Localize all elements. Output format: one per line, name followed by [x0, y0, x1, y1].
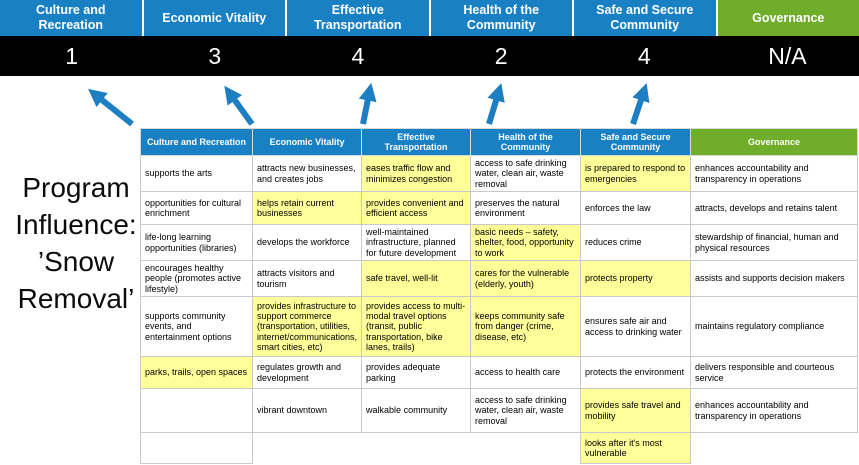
matrix-cell-empty: [691, 433, 858, 464]
up-arrow-icon: [630, 83, 650, 125]
matrix-cell-empty: [471, 433, 581, 464]
matrix-cell: encourages healthy people (promotes acti…: [140, 260, 253, 298]
up-arrow-icon: [358, 82, 377, 125]
pillar-score-culture-and-recreation: 1: [65, 42, 78, 69]
pillar-header-economic-vitality: Economic Vitality: [143, 0, 285, 36]
pillar-score-row: 1 3 4 2 4 N/A: [0, 36, 859, 76]
matrix-cell: opportunities for cultural enrichment: [140, 191, 253, 226]
matrix-cell: access to health care: [470, 356, 582, 390]
program-title: Program Influence: ’Snow Removal’: [0, 170, 152, 318]
pillar-header-health-of-the-community: Health of the Community: [430, 0, 572, 36]
program-title-line: Removal’: [17, 282, 135, 314]
pillar-header-culture-and-recreation: Culture and Recreation: [0, 0, 142, 36]
matrix-cell: delivers responsible and courteous servi…: [690, 356, 859, 390]
matrix-cell-empty: [140, 388, 253, 434]
up-arrow-icon: [88, 88, 134, 127]
score-arrows: [88, 82, 650, 127]
matrix-header-effective-transportation: Effective Transportation: [361, 128, 472, 156]
matrix-cell: life-long learning opportunities (librar…: [140, 224, 253, 262]
matrix-cell: provides access to multi-modal travel op…: [361, 296, 472, 358]
matrix-cell: access to safe drinking water, clean air…: [470, 154, 582, 193]
pillar-header-effective-transportation: Effective Transportation: [287, 0, 429, 36]
matrix-cell: enforces the law: [580, 191, 692, 226]
matrix-cell: protects the environment: [580, 356, 692, 390]
matrix-cell: walkable community: [361, 388, 472, 434]
matrix-cell: reduces crime: [580, 224, 692, 262]
pillar-score-effective-transportation: 4: [351, 42, 365, 69]
matrix-cell: basic needs – safety, shelter, food, opp…: [470, 224, 582, 262]
matrix-cell: is prepared to respond to emergencies: [580, 154, 692, 193]
matrix-cell: keeps community safe from danger (crime,…: [470, 296, 582, 358]
matrix-cell: well-maintained infrastructure, planned …: [361, 224, 472, 262]
matrix-row: opportunities for cultural enrichment hel…: [140, 191, 859, 226]
matrix-cell-empty: [253, 433, 362, 464]
matrix-cell: protects property: [580, 260, 692, 298]
matrix-cell: provides infrastructure to support comme…: [251, 296, 363, 358]
pillar-score-safe-and-secure-community: 4: [637, 42, 651, 69]
matrix-row: supports the arts attracts new businesses…: [140, 154, 859, 193]
matrix-cell: supports community events, and entertain…: [140, 296, 253, 358]
matrix-header-economic-vitality: Economic Vitality: [251, 128, 363, 156]
program-title-line: Program: [22, 172, 130, 203]
matrix-cell-empty: [140, 432, 253, 465]
matrix-row: supports community events, and entertain…: [140, 296, 859, 358]
matrix-header-safe-and-secure-community: Safe and Secure Community: [580, 128, 692, 156]
matrix-cell: vibrant downtown: [251, 388, 363, 434]
matrix-cell: enhances accountability and transparency…: [690, 388, 859, 434]
matrix-row: encourages healthy people (promotes acti…: [140, 260, 859, 298]
up-arrow-icon: [486, 83, 505, 125]
pillar-header-governance: Governance: [717, 0, 859, 36]
matrix-cell: preserves the natural environment: [470, 191, 582, 226]
up-arrow-icon: [224, 85, 255, 126]
pillar-score-governance: N/A: [768, 42, 807, 69]
matrix-row: life-long learning opportunities (librar…: [140, 224, 859, 262]
matrix-cell: attracts visitors and tourism: [251, 260, 363, 298]
pillar-score-economic-vitality: 3: [208, 42, 222, 69]
matrix-cell: cares for the vulnerable (elderly, youth…: [470, 260, 582, 298]
program-title-line: ’Snow: [37, 245, 115, 277]
matrix-cell: assists and supports decision makers: [690, 260, 859, 298]
matrix-cell: stewardship of financial, human and phys…: [690, 224, 859, 262]
matrix-cell: helps retain current businesses: [251, 191, 363, 226]
matrix-cell: regulates growth and development: [251, 356, 363, 390]
matrix-cell: maintains regulatory compliance: [690, 296, 859, 358]
matrix-cell: develops the workforce: [251, 224, 363, 262]
matrix-row: vibrant downtown walkable community access…: [140, 388, 859, 434]
matrix-cell: ensures safe air and access to drinking …: [580, 296, 692, 358]
matrix-cell: supports the arts: [140, 154, 253, 193]
program-title-line: Influence:: [15, 208, 137, 240]
matrix-cell: provides safe travel and mobility: [580, 388, 692, 434]
matrix-header-health-of-the-community: Health of the Community: [470, 128, 582, 156]
influence-matrix: Culture and Recreation Economic Vitality E…: [140, 128, 859, 465]
matrix-header-governance: Governance: [690, 128, 859, 156]
matrix-cell: looks after it's most vulnerable: [580, 432, 692, 465]
pillar-score-health-of-the-community: 2: [494, 42, 508, 69]
matrix-cell: enhances accountability and transparency…: [690, 154, 859, 193]
matrix-header-row: Culture and Recreation Economic Vitality E…: [140, 128, 859, 156]
pillar-header-safe-and-secure-community: Safe and Secure Community: [574, 0, 716, 36]
matrix-cell: parks, trails, open spaces: [140, 356, 253, 390]
matrix-header-culture-and-recreation: Culture and Recreation: [140, 128, 253, 156]
pillar-header-row: Culture and Recreation Economic Vitality E…: [0, 0, 859, 36]
matrix-cell: attracts new businesses, and creates job…: [251, 154, 363, 193]
matrix-cell: eases traffic flow and minimizes congest…: [361, 154, 472, 193]
matrix-row: looks after it's most vulnerable: [140, 432, 858, 465]
matrix-cell-empty: [362, 433, 471, 464]
matrix-cell: provides adequate parking: [361, 356, 472, 390]
matrix-cell: safe travel, well-lit: [361, 260, 472, 298]
matrix-cell: attracts, develops and retains talent: [690, 191, 859, 226]
matrix-cell: provides convenient and efficient access: [361, 191, 472, 226]
matrix-row: parks, trails, open spaces regulates grow…: [140, 356, 859, 390]
matrix-cell: access to safe drinking water, clean air…: [470, 388, 582, 434]
